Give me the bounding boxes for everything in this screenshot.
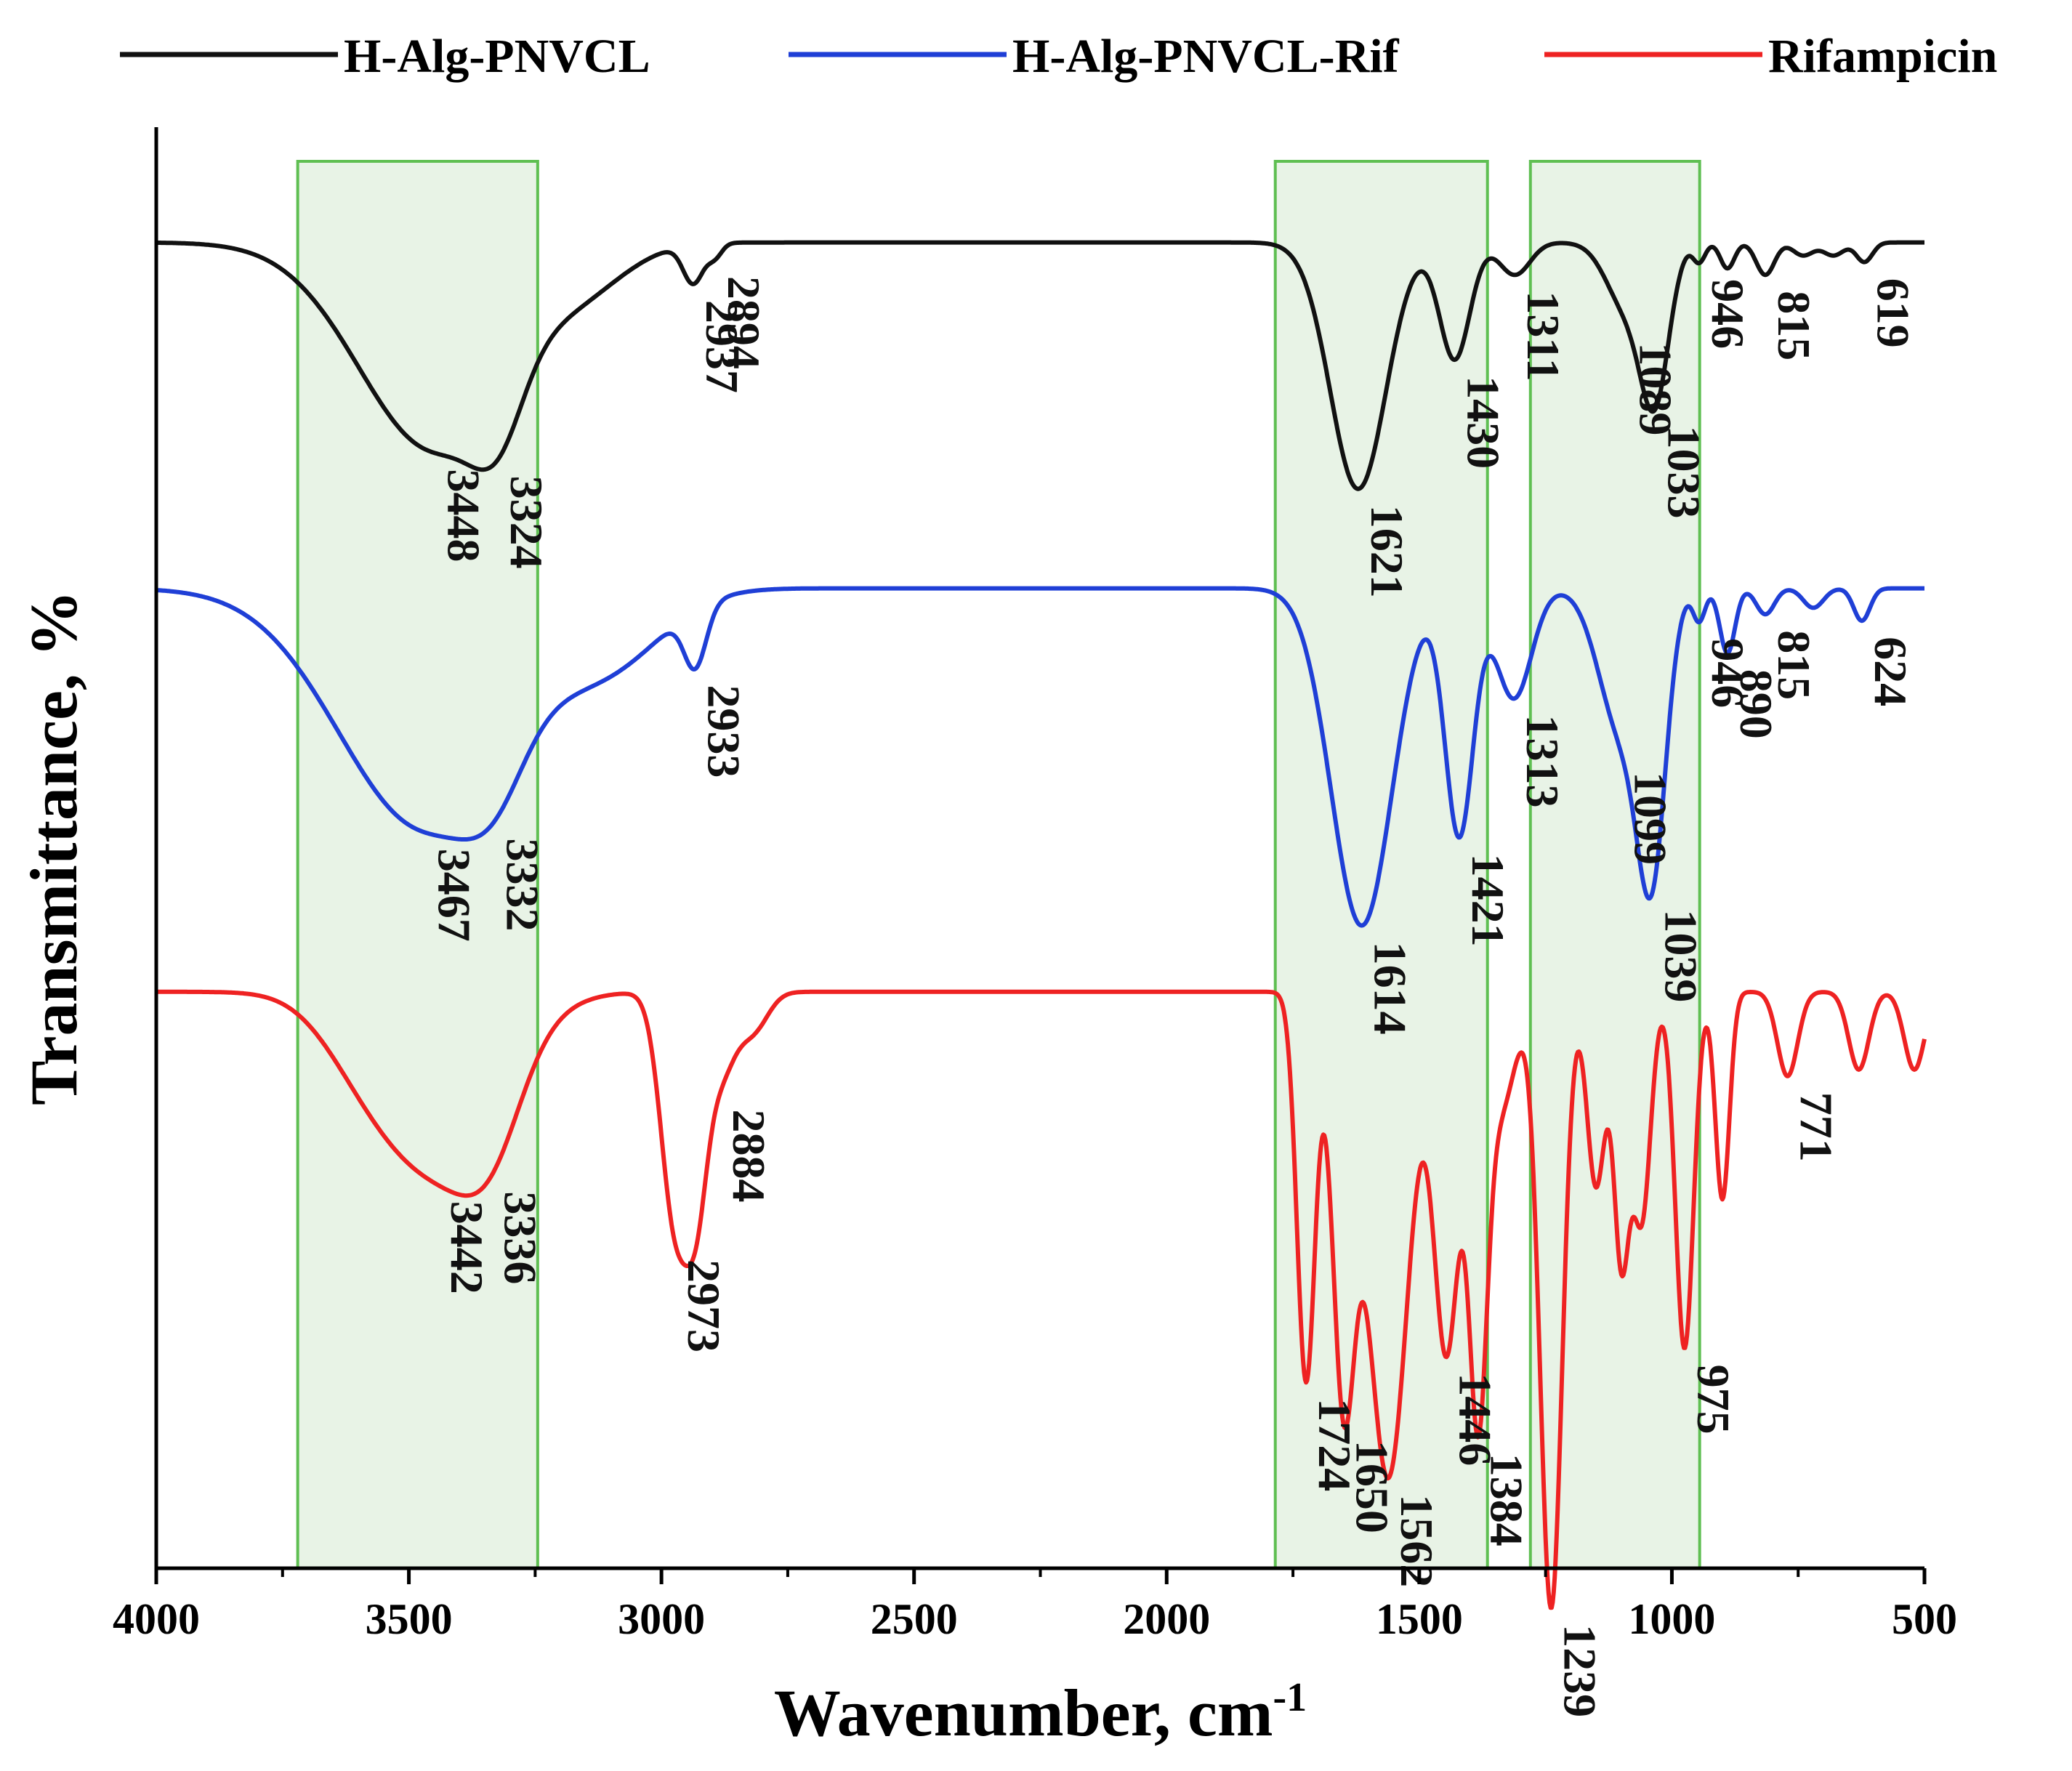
x-tick-label: 3000 xyxy=(618,1595,705,1643)
peak-label: 3442 xyxy=(441,1201,493,1294)
series-line xyxy=(155,586,1926,928)
peak-label: 2973 xyxy=(678,1259,730,1352)
x-tick-label: 2500 xyxy=(871,1595,958,1643)
x-tick-label: 4000 xyxy=(113,1595,200,1643)
peak-label: 1614 xyxy=(1365,942,1416,1035)
peak-label: 2884 xyxy=(723,1109,775,1202)
y-axis-title: Transmittance, % xyxy=(17,590,91,1105)
peak-label: 1039 xyxy=(1655,909,1706,1002)
peak-label: 1724 xyxy=(1309,1398,1360,1491)
legend-label: Rifampicin xyxy=(1768,30,1997,83)
highlight-region xyxy=(296,160,539,1570)
peak-label: 1033 xyxy=(1658,425,1709,518)
peak-label: 946 xyxy=(1702,638,1754,708)
peak-label: 1562 xyxy=(1391,1494,1443,1587)
x-tick-label: 500 xyxy=(1892,1595,1957,1643)
peak-label: 815 xyxy=(1768,291,1820,360)
peak-label: 1446 xyxy=(1449,1373,1501,1466)
peak-label: 1650 xyxy=(1347,1440,1398,1533)
peak-label: 890 xyxy=(1730,669,1782,739)
x-tick-label: 3500 xyxy=(366,1595,453,1643)
peak-label: 2937 xyxy=(696,300,748,393)
highlight-region xyxy=(1528,160,1701,1570)
legend-label: H-Alg-PNVCL-Rif xyxy=(1012,30,1400,83)
peak-label: 3448 xyxy=(438,469,490,562)
peak-label: 1311 xyxy=(1517,291,1569,381)
peak-label: 2933 xyxy=(698,685,750,778)
legend-label: H-Alg-PNVCL xyxy=(344,30,650,83)
peak-label: 1621 xyxy=(1361,505,1413,598)
peak-label: 1421 xyxy=(1462,854,1514,947)
x-axis-ticks: 4000 3500 3000 2500 2000 1500 1000 500 xyxy=(113,1568,1957,1643)
x-tick-label: 1500 xyxy=(1376,1595,1463,1643)
x-tick-label: 1000 xyxy=(1628,1595,1715,1643)
x-tick-label: 2000 xyxy=(1123,1595,1210,1643)
series-line xyxy=(155,989,1927,1610)
peak-label: 1239 xyxy=(1554,1624,1605,1717)
peak-label: 624 xyxy=(1865,637,1916,706)
peak-label: 975 xyxy=(1688,1365,1739,1435)
series-line xyxy=(155,240,1926,491)
peak-label: 619 xyxy=(1867,278,1919,348)
peak-label: 3336 xyxy=(495,1191,547,1284)
peak-label: 3467 xyxy=(429,849,480,942)
peak-label: 3332 xyxy=(496,838,548,931)
peak-label: 1384 xyxy=(1480,1453,1532,1546)
peak-label: 815 xyxy=(1768,630,1820,700)
peak-label: 1313 xyxy=(1517,714,1568,807)
peak-label: 946 xyxy=(1702,279,1754,349)
x-axis-title: Wavenumber, cm-1 xyxy=(774,1675,1307,1750)
peak-label: 1099 xyxy=(1625,772,1677,865)
spectra-curves xyxy=(155,240,1927,1610)
peak-label: 771 xyxy=(1791,1092,1842,1162)
peak-label: 2894 xyxy=(718,276,770,369)
peak-label: 1430 xyxy=(1458,376,1509,469)
peak-label: 1089 xyxy=(1630,342,1682,435)
peak-label: 3324 xyxy=(501,476,552,569)
legend: H-Alg-PNVCL H-Alg-PNVCL-Rif Rifampicin xyxy=(120,30,1997,83)
